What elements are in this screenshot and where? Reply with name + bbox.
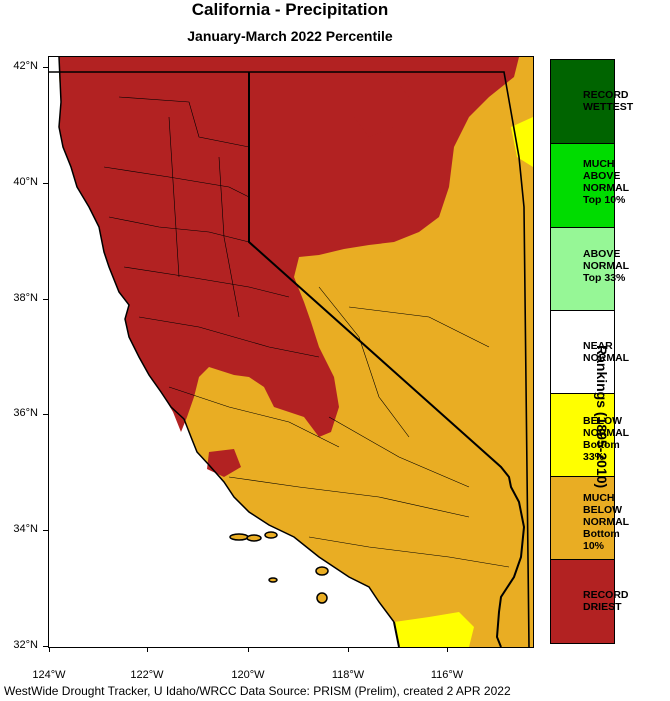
legend-label-record-driest: RECORD DRIEST [583,589,629,613]
lat-label: 42°N [13,60,38,72]
lat-label: 40°N [13,176,38,188]
legend-swatch-much-below-normal [551,477,614,560]
coastline [58,57,395,623]
legend-swatch-record-driest [551,560,614,643]
lon-label: 122°W [130,669,164,681]
lon-tick [49,647,50,652]
legend-swatch-record-wettest [551,60,614,144]
legend-label-much-below-normal: MUCH BELOW NORMAL Bottom 10% [583,492,630,552]
legend-swatch-much-above-normal [551,144,614,228]
lon-label: 116°W [430,669,464,681]
lat-label: 32°N [13,639,38,651]
legend-swatch-near-normal [551,311,614,394]
lon-tick [348,647,349,652]
footer-credit: WestWide Drought Tracker, U Idaho/WRCC D… [4,684,511,698]
record-driest-patch [207,449,241,477]
legend-label-below-normal: BELOW NORMAL Bottom 33% [583,415,630,463]
lat-tick [43,414,48,415]
lat-tick [43,299,48,300]
county-lines [103,96,510,568]
mexico-boundary [393,621,400,647]
map-subtitle: January-March 2022 Percentile [187,28,393,44]
lat-label: 34°N [13,523,38,535]
lat-label: 36°N [13,407,38,419]
lon-label: 118°W [331,669,365,681]
precipitation-map [48,56,534,648]
lat-tick [43,67,48,68]
state-boundary [49,71,530,647]
record-driest-patch [349,72,409,137]
lon-tick [248,647,249,652]
legend-label-much-above-normal: MUCH ABOVE NORMAL Top 10% [583,158,630,206]
lat-label: 38°N [13,292,38,304]
legend-swatch-below-normal [551,394,614,477]
california-nevada-boundary [248,72,526,647]
lat-tick [43,183,48,184]
lon-tick [447,647,448,652]
map-canvas [49,57,533,647]
lat-tick [43,530,48,531]
legend-label-near-normal: NEAR NORMAL [583,340,630,364]
lon-label: 120°W [231,669,265,681]
legend-label-above-normal: ABOVE NORMAL Top 33% [583,248,630,284]
lon-tick [147,647,148,652]
lat-tick [43,646,48,647]
legend-swatch-above-normal [551,228,614,311]
below-normal-region [511,117,533,167]
lon-label: 124°W [32,669,66,681]
channel-islands [229,531,329,604]
legend-title: Rankings (1895-2010) [594,345,610,489]
legend-label-record-wettest: RECORD WETTEST [583,89,634,113]
below-normal-region [394,612,474,647]
map-title: California - Precipitation [191,0,389,19]
record-driest-region [59,57,519,437]
legend: RECORD WETTEST MUCH ABOVE NORMAL Top 10% AB… [550,59,633,644]
